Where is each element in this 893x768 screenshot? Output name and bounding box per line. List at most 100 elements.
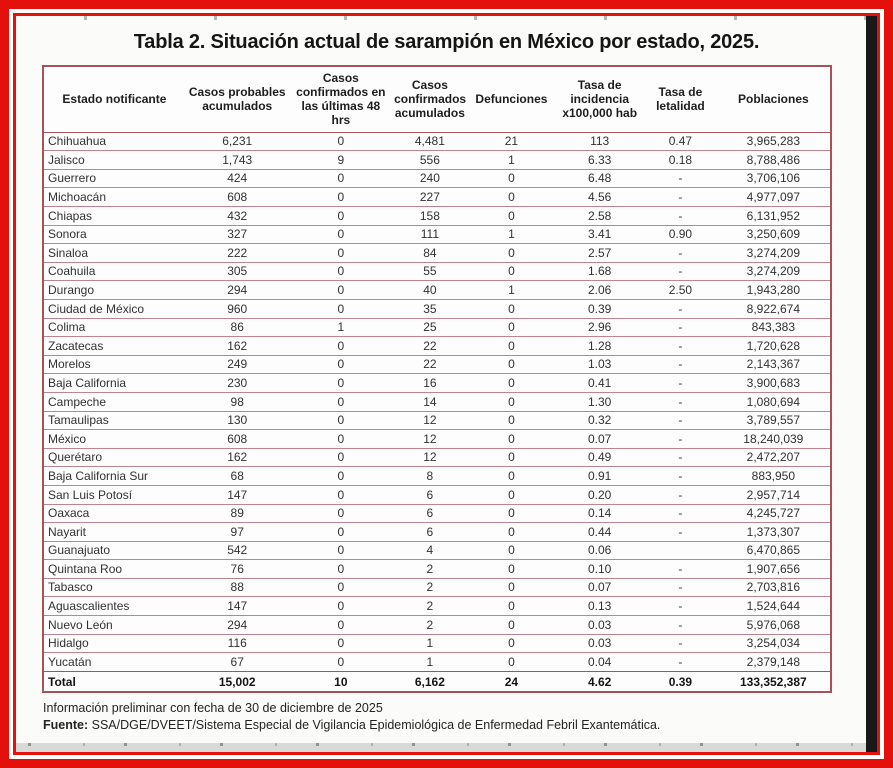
- table-cell: 3.41: [555, 224, 645, 244]
- table-row: Querétaro 162 0 12 0 0.49-2,472,207: [43, 447, 831, 467]
- table-cell: 1.03: [555, 354, 645, 374]
- table-cell: Aguascalientes: [43, 596, 185, 616]
- table-cell: 0: [289, 298, 393, 319]
- table-cell: 0: [467, 336, 556, 356]
- total-cell: 0.39: [644, 670, 717, 693]
- table-cell: 0.39: [555, 298, 645, 319]
- table-cell: 0: [289, 540, 393, 560]
- table-cell: Sinaloa: [43, 243, 185, 263]
- total-cell: Total: [43, 670, 185, 693]
- table-cell: 0: [289, 187, 393, 207]
- table-cell: -: [644, 336, 717, 356]
- table-cell: México: [43, 429, 185, 449]
- table-cell: 4,245,727: [716, 503, 831, 523]
- table-cell: 4,977,097: [716, 187, 831, 207]
- table-row: Hidalgo 116 0 1 0 0.03-3,254,034: [43, 633, 831, 653]
- page-title: Tabla 2. Situación actual de sarampión e…: [133, 31, 760, 53]
- table-cell: 0.91: [555, 466, 645, 486]
- table-cell: 1.68: [555, 261, 645, 281]
- table-cell: Yucatán: [43, 652, 185, 672]
- table-cell: 0.90: [644, 224, 717, 244]
- table-row: Tamaulipas 130 0 12 0 0.32-3,789,557: [43, 410, 831, 430]
- table-row: Colima 86 1 25 0 2.96-843,383: [43, 317, 831, 337]
- table-cell: 162: [184, 447, 290, 467]
- table-cell: 0.07: [555, 577, 645, 597]
- table-cell: 3,250,609: [716, 224, 831, 244]
- table-cell: 0.41: [555, 373, 645, 393]
- table-footer: Total 15,002 10 6,162 24 4.62 0.39 133,352,387: [43, 670, 831, 693]
- table-cell: 1,743: [184, 150, 290, 170]
- table-cell: 0.20: [555, 484, 645, 504]
- table-cell: 0: [467, 317, 556, 337]
- table-cell: 12: [392, 429, 468, 449]
- table-cell: 2.06: [555, 280, 645, 300]
- table-cell: -: [644, 633, 717, 653]
- table-cell: 147: [184, 596, 290, 616]
- table-cell: Guanajuato: [43, 540, 185, 560]
- column-header: Casos confirmados en las últimas 48 hrs: [289, 66, 393, 133]
- scan-artifact-bottom-marks: [28, 743, 854, 746]
- table-cell: 0.14: [555, 503, 645, 523]
- table-cell: 16: [392, 373, 468, 393]
- table-cell: Quintana Roo: [43, 559, 185, 579]
- table-cell: 8,922,674: [716, 298, 831, 319]
- table-row: Guanajuato 542 0 4 0 0.06 6,470,865: [43, 540, 831, 560]
- table-cell: 12: [392, 447, 468, 467]
- table-row: Durango 294 0 40 1 2.06 2.50 1,943,280: [43, 280, 831, 300]
- column-header: Estado notificante: [43, 66, 185, 133]
- table-cell: 4: [392, 540, 468, 560]
- table-cell: 0: [289, 280, 393, 300]
- table-cell: 0: [289, 373, 393, 393]
- table-cell: 3,706,106: [716, 168, 831, 188]
- source-label: Fuente:: [43, 718, 89, 733]
- table-cell: Tamaulipas: [43, 410, 185, 430]
- table-row: Yucatán 67 0 1 0 0.04-2,379,148: [43, 652, 831, 672]
- table-row: Nuevo León 294 0 2 0 0.03-5,976,068: [43, 615, 831, 635]
- column-header: Tasa de incidencia x100,000 hab: [555, 66, 645, 133]
- table-cell: -: [644, 484, 717, 504]
- table-cell: 0: [467, 652, 556, 672]
- table-cell: 883,950: [716, 466, 831, 486]
- table-cell: 0.07: [555, 429, 645, 449]
- table-cell: -: [644, 615, 717, 635]
- table-cell: -: [644, 373, 717, 393]
- table-cell: 86: [184, 317, 290, 337]
- column-header: Tasa de letalidad: [644, 66, 717, 133]
- table-cell: 0: [467, 447, 556, 467]
- table-cell: -: [644, 206, 717, 226]
- table-row: Quintana Roo 76 0 2 0 0.10-1,907,656: [43, 559, 831, 579]
- table-cell: 0: [467, 243, 556, 263]
- table-cell: 158: [392, 206, 468, 226]
- column-header: Poblaciones: [716, 66, 831, 133]
- table-cell: 1,373,307: [716, 522, 831, 542]
- table-cell: 0: [289, 522, 393, 542]
- table-cell: 1.30: [555, 391, 645, 412]
- table-cell: -: [644, 187, 717, 207]
- table-cell: [644, 540, 717, 560]
- table-cell: 0: [289, 596, 393, 616]
- table-cell: 0: [289, 354, 393, 374]
- table-cell: 249: [184, 354, 290, 374]
- table-cell: -: [644, 447, 717, 467]
- table-cell: Durango: [43, 280, 185, 300]
- table-cell: 0.06: [555, 540, 645, 560]
- table-cell: 432: [184, 206, 290, 226]
- table-cell: 0: [289, 410, 393, 430]
- table-cell: Chiapas: [43, 206, 185, 226]
- table-body: Chihuahua 6,231 0 4,481 21 113 0.47 3,965,283 Ja…: [43, 132, 831, 672]
- column-header: Casos confirmados acumulados: [392, 66, 468, 133]
- table-row: Ciudad de México 960 0 35 0 0.39-8,922,674: [43, 298, 831, 319]
- table-cell: 88: [184, 577, 290, 597]
- table-cell: 2.96: [555, 317, 645, 337]
- source-text: SSA/DGE/DVEET/Sistema Especial de Vigila…: [88, 718, 661, 733]
- table-cell: 0: [289, 484, 393, 504]
- table-cell: 0: [289, 206, 393, 226]
- table-row: Zacatecas 162 0 22 0 1.28-1,720,628: [43, 336, 831, 356]
- table-cell: 8: [392, 466, 468, 486]
- source-line: Fuente: SSA/DGE/DVEET/Sistema Especial d…: [43, 717, 877, 734]
- total-cell: 4.62: [555, 670, 645, 693]
- table-cell: 6: [392, 484, 468, 504]
- table-cell: 0: [467, 261, 556, 281]
- table-cell: 2.50: [644, 280, 717, 300]
- table-cell: 3,900,683: [716, 373, 831, 393]
